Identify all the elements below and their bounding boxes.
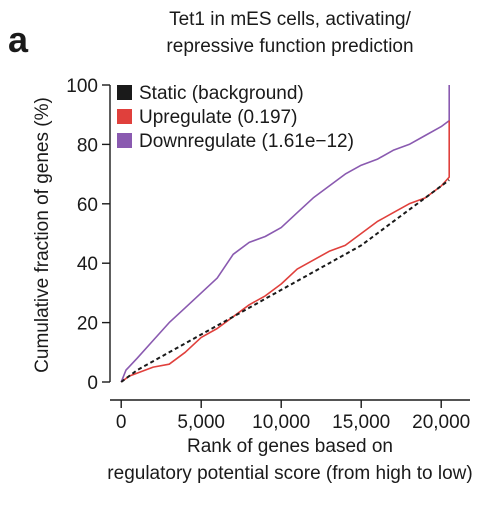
y-tick-label: 60	[77, 195, 98, 216]
legend: Static (background) Upregulate (0.197) Dow…	[117, 83, 354, 152]
x-tick-label: 10,000	[252, 412, 310, 433]
x-tick-label: 5,000	[177, 412, 225, 433]
chart-title-line-1: Tet1 in mES cells, activating/	[169, 9, 412, 30]
panel-label: a	[8, 19, 29, 60]
series-line-static	[120, 179, 450, 383]
y-tick-label: 80	[77, 135, 98, 156]
y-tick-label: 20	[77, 314, 98, 335]
x-axis-ticks: 0 5,000 10,000 15,000 20,000	[116, 400, 470, 433]
series-line-upregulate	[120, 120, 450, 383]
legend-swatch	[117, 133, 132, 148]
x-tick-label: 15,000	[332, 412, 390, 433]
x-axis-label-line-1: Rank of genes based on	[187, 436, 393, 457]
chart-title-line-2: repressive function prediction	[166, 36, 413, 57]
x-tick-label: 0	[116, 412, 127, 433]
y-tick-label: 40	[77, 254, 98, 275]
plot-lines	[120, 85, 450, 383]
y-axis-label: Cumulative fraction of genes (%)	[32, 97, 53, 373]
legend-swatch	[117, 85, 132, 100]
legend-entry-upregulate: Upregulate (0.197)	[139, 107, 297, 128]
y-axis-ticks: 0 20 40 60 80 100	[66, 76, 110, 394]
y-tick-label: 100	[66, 76, 98, 97]
x-tick-label: 20,000	[412, 412, 470, 433]
legend-entry-downregulate: Downregulate (1.61e−12)	[139, 131, 354, 152]
x-axis-label-line-2: regulatory potential score (from high to…	[107, 463, 472, 484]
axes	[109, 85, 470, 401]
legend-entry-static: Static (background)	[139, 83, 304, 104]
legend-swatch	[117, 109, 132, 124]
y-tick-label: 0	[87, 373, 98, 394]
series-line-downregulate	[120, 85, 450, 383]
